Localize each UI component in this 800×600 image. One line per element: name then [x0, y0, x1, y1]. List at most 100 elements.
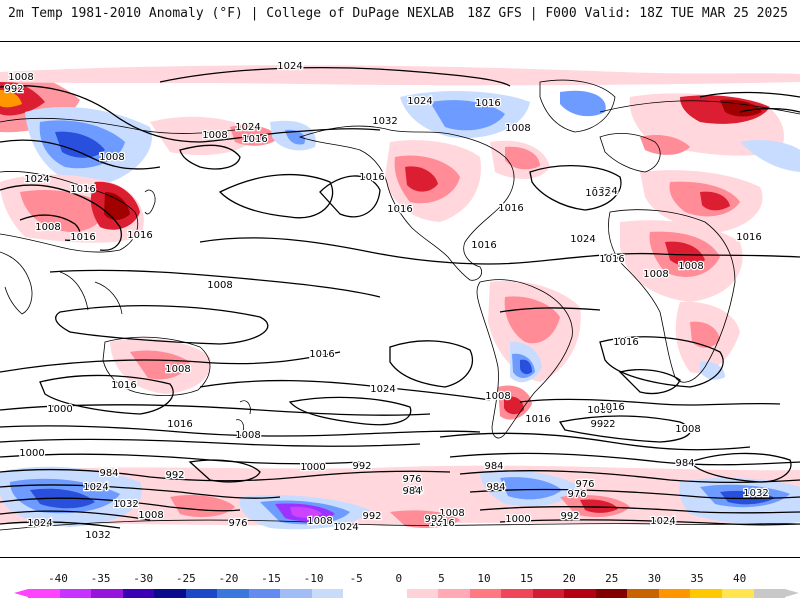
colorbar-bin — [722, 589, 754, 598]
colorbar-tick-label: -25 — [175, 572, 196, 585]
anomaly-shading — [0, 65, 800, 530]
colorbar-bin — [564, 589, 596, 598]
isobar-label: 992 — [560, 511, 579, 522]
isobar-label: 1032 — [113, 499, 138, 510]
isobar-label: 1016 — [387, 204, 412, 215]
header: 2m Temp 1981-2010 Anomaly (°F) | College… — [0, 0, 800, 28]
isobar-label: 1024 — [277, 61, 302, 72]
colorbar-bin — [28, 589, 60, 598]
colorbar-bin — [217, 589, 249, 598]
colorbar-bin — [343, 589, 376, 598]
temperature-anomaly-map[interactable]: 1024 1008 992 1024 1032 1016 1008 1024 1016 1008 1… — [0, 41, 800, 558]
isobar-label: 1016 — [127, 230, 152, 241]
isobar-label: 1024 — [83, 482, 108, 493]
colorbar-bin — [501, 589, 533, 598]
isobar-label: 1016 — [736, 232, 761, 243]
coastlines — [0, 79, 800, 531]
isobar-label: 992 — [362, 511, 381, 522]
isobar-label: 1024 — [27, 518, 52, 529]
isobar-label: 1000 — [300, 462, 325, 473]
colorbar-tick-label: 25 — [605, 572, 619, 585]
isobar-label: 1024 — [333, 522, 358, 533]
colorbar-bin — [627, 589, 659, 598]
colorbar-tick-labels: -40 -35 -30 -25 -20 -15 -10 -5 0 5 10 15 20 25 30 35 40 — [0, 572, 800, 586]
colorbar-bin — [690, 589, 723, 598]
colorbar-tick-label: -15 — [261, 572, 281, 585]
isobar-label: 976 — [567, 489, 586, 500]
colorbar-bin — [280, 589, 312, 598]
isobar-label: 1000 — [47, 404, 72, 415]
isobar-label: 1024 — [235, 122, 260, 133]
colorbar-bin — [311, 589, 344, 598]
isobar-label: 1024 — [371, 384, 396, 395]
isobar-label: 976 — [575, 479, 594, 490]
isobar-label: 1016 — [599, 402, 624, 413]
isobar-label: 1024 — [592, 186, 617, 197]
colorbar-tick-label: -20 — [218, 572, 239, 585]
isobar-label: 1016 — [429, 518, 454, 529]
isobar-label: 976 — [228, 518, 247, 529]
colorbar-strip — [28, 589, 786, 598]
isobar-label: 984 — [404, 485, 423, 496]
isobar-label: 1000 — [505, 514, 530, 525]
isobar-label: 984 — [402, 486, 421, 497]
colorbar-bin — [375, 589, 407, 598]
colorbar-bin — [406, 589, 439, 598]
isobar-label: 984 — [675, 458, 694, 469]
isobar-label: 1016 — [242, 134, 267, 145]
isobar-label: 1008 — [207, 280, 232, 291]
isobar-label: 1024 — [407, 96, 432, 107]
isobar-label: 992 — [4, 84, 23, 95]
isobar-label: 1008 — [8, 72, 33, 83]
isobar-label: 1016 — [498, 203, 523, 214]
colorbar-tick-label: -30 — [133, 572, 154, 585]
colorbar-tick-label: 35 — [690, 572, 704, 585]
isobar-label: 1008 — [138, 510, 163, 521]
isobar-label: 992 — [590, 419, 609, 430]
isobar-label: 1016 — [70, 232, 95, 243]
colorbar-low-extension — [14, 589, 28, 597]
isobar-label: 1016 — [475, 98, 500, 109]
colorbar-bin — [154, 589, 186, 598]
isobar-label: 992 — [424, 514, 443, 525]
isobar-label: 1000 — [47, 404, 72, 415]
isobar-label: 1008 — [35, 222, 60, 233]
colorbar-tick-label: 30 — [647, 572, 662, 585]
isobar-label: 1008 — [643, 269, 668, 280]
colorbar-bin — [753, 589, 786, 598]
isobar-label: 1032 — [372, 116, 397, 127]
colorbar-tick-label: -40 — [48, 572, 68, 585]
colorbar-bin — [658, 589, 691, 598]
colorbar-tick-label: -5 — [349, 572, 363, 585]
isobar-label: 1000 — [587, 405, 612, 416]
colorbar-tick-label: 15 — [519, 572, 534, 585]
isobar-label: 1024 — [650, 516, 675, 527]
colorbar-bin — [91, 589, 123, 598]
colorbar-bin — [248, 589, 281, 598]
colorbar-tick-label: 40 — [732, 572, 747, 585]
map-title: 2m Temp 1981-2010 Anomaly (°F) | College… — [8, 6, 455, 21]
colorbar-bin — [532, 589, 565, 598]
isobar-label: 1032 — [743, 488, 768, 499]
colorbar-bin — [438, 589, 470, 598]
isobar-label: 1008 — [485, 391, 510, 402]
isobar-label: 1008 — [439, 508, 464, 519]
isobar-label: 1024 — [24, 174, 49, 185]
isobar-label: 1016 — [111, 380, 136, 391]
isobar-label: 1000 — [19, 448, 44, 459]
isobar-label: 1024 — [570, 234, 595, 245]
colorbar-bin — [59, 589, 92, 598]
isobar-label: 1016 — [309, 349, 334, 360]
isobar-label: 976 — [402, 474, 421, 485]
isobar-label: 1008 — [235, 430, 260, 441]
isobar-label: 992 — [352, 461, 371, 472]
isobar-label: 984 — [486, 482, 505, 493]
colorbar-tick-label: 10 — [477, 572, 491, 585]
isobar-label: 1008 — [678, 261, 703, 272]
isobar-label: 1024 — [370, 384, 395, 395]
colorbar: -40 -35 -30 -25 -20 -15 -10 -5 0 5 10 15 20 25 30 35 40 — [0, 572, 800, 600]
isobar-label: 992 — [596, 419, 615, 430]
isobar-label: 1008 — [165, 364, 190, 375]
